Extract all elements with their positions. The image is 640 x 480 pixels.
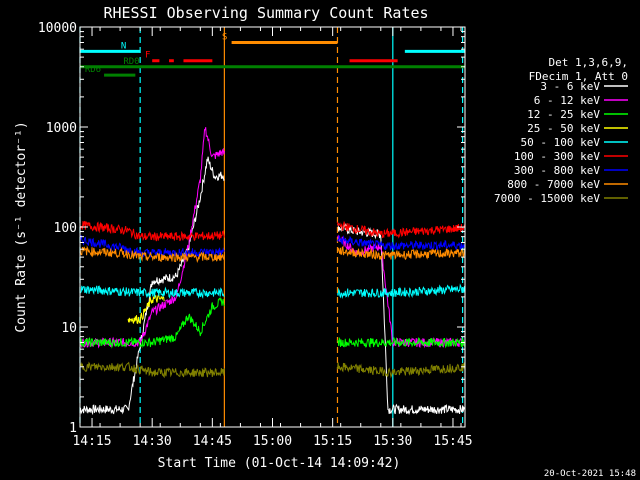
state-label-n: N: [121, 41, 126, 51]
axes: 1 10 100 1000 10000 14:15 14:30 14:45 15:00 15:15…: [38, 21, 473, 449]
y-axis-label: Count Rate (s⁻¹ detector⁻¹): [14, 121, 29, 332]
footer-timestamp: 20-Oct-2021 15:48: [544, 469, 636, 479]
legend-label-4: 50 - 100 keV: [521, 136, 601, 149]
state-label-s: S: [222, 32, 227, 42]
y-tick-label-4: 10000: [38, 21, 77, 36]
legend-label-2: 12 - 25 keV: [527, 108, 600, 121]
x-tick-label-1: 14:30: [133, 434, 172, 449]
legend-label-0: 3 - 6 keV: [540, 80, 600, 93]
chart-title: RHESSI Observing Summary Count Rates: [103, 4, 428, 22]
series-line-8: [79, 245, 466, 264]
series-line-4: [127, 294, 165, 325]
state-label-rd6: RD6: [85, 65, 101, 75]
x-tick-label-2: 14:45: [193, 434, 232, 449]
y-tick-label-1: 10: [61, 321, 77, 336]
legend-label-6: 300 - 800 keV: [514, 164, 600, 177]
legend-label-3: 25 - 50 keV: [527, 122, 600, 135]
plot-area: N F RD0 RD6 S: [79, 27, 466, 427]
legend-header-1: FDecim 1, Att 0: [529, 70, 628, 83]
legend-label-5: 100 - 300 keV: [514, 150, 600, 163]
y-tick-label-3: 1000: [46, 121, 77, 136]
state-label-f: F: [145, 51, 150, 61]
series-line-9: [79, 361, 466, 379]
x-tick-label-4: 15:15: [313, 434, 352, 449]
legend-label-1: 6 - 12 keV: [534, 94, 601, 107]
legend-label-8: 7000 - 15000 keV: [494, 192, 600, 205]
series-line-6: [79, 220, 466, 242]
state-label-rd0: RD0: [123, 57, 139, 67]
y-tick-label-0: 1: [69, 421, 77, 436]
legend-header-0: Det 1,3,6,9,: [549, 56, 628, 69]
series-line-5: [79, 283, 466, 299]
series-line-1: [79, 156, 466, 416]
legend-label-7: 800 - 7000 keV: [507, 178, 600, 191]
x-tick-label-6: 15:45: [433, 434, 472, 449]
x-tick-label-3: 15:00: [253, 434, 292, 449]
series-line-3: [79, 296, 466, 349]
x-axis-label: Start Time (01-Oct-14 14:09:42): [158, 456, 401, 471]
x-tick-label-0: 14:15: [72, 434, 111, 449]
series-line-7: [79, 234, 466, 259]
x-tick-label-5: 15:30: [373, 434, 412, 449]
y-tick-label-2: 100: [54, 221, 77, 236]
